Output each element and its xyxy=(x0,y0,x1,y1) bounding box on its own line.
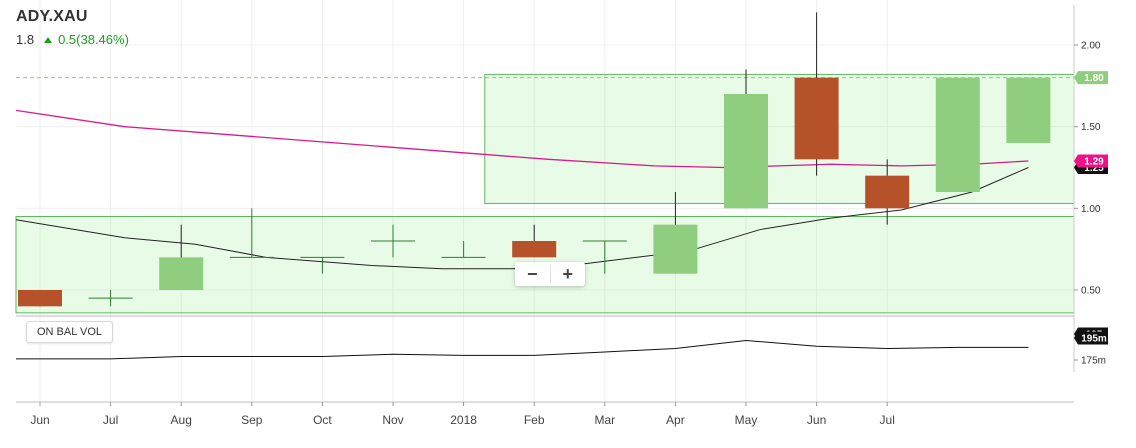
x-axis-tick-label: Oct xyxy=(313,413,332,427)
candle-body xyxy=(653,224,698,274)
x-axis-tick-label: Apr xyxy=(666,413,685,427)
price-badge-ma-black-label: 1.25 xyxy=(1084,163,1104,174)
zoom-in-button[interactable]: + xyxy=(562,263,573,284)
price-badge-ma-pink-bg xyxy=(1074,154,1108,168)
x-axis-tick-label: Jul xyxy=(880,413,895,427)
symbol-title: ADY.XAU xyxy=(16,8,88,25)
price-change: 0.5(38.46%) xyxy=(44,32,129,47)
price-badge-last-label: 1.80 xyxy=(1084,73,1104,84)
price-summary: 1.8 0.5(38.46%) xyxy=(16,32,129,47)
x-axis-tick-label: May xyxy=(735,413,758,427)
price-badge-ma-pink-label: 1.29 xyxy=(1084,156,1104,167)
y-axis-tick-label: 1.00 xyxy=(1081,204,1101,215)
study-label-obv[interactable]: ON BAL VOL xyxy=(26,321,114,343)
chart-legend: ADY.XAU 1.8 0.5(38.46%) xyxy=(16,8,129,47)
candle-body xyxy=(512,241,557,258)
x-axis-tick-label: Sep xyxy=(241,413,263,427)
zoom-divider xyxy=(549,265,551,283)
x-axis-tick-label: Jul xyxy=(103,413,118,427)
price-badge-last-bg xyxy=(1074,71,1108,85)
x-axis-tick-label: Nov xyxy=(382,413,403,427)
candle-body xyxy=(865,175,910,209)
last-price: 1.8 xyxy=(16,32,35,47)
moving-average-pink-line xyxy=(15,109,1029,169)
candle-body xyxy=(18,290,62,307)
x-axis-tick-label: Mar xyxy=(594,413,615,427)
candle-body xyxy=(159,257,204,290)
obv-axis-tick-label: 175m xyxy=(1081,356,1106,367)
x-axis-tick-label: 2018 xyxy=(450,413,477,427)
price-change-value: 0.5(38.46%) xyxy=(58,32,129,47)
x-axis-tick-label: Feb xyxy=(524,413,545,427)
zoom-out-button[interactable]: − xyxy=(526,263,538,284)
x-axis-tick-label: Jun xyxy=(30,413,49,427)
x-axis-tick-label: Aug xyxy=(171,413,192,427)
y-axis-tick-label: 2.00 xyxy=(1081,41,1101,52)
up-triangle-icon xyxy=(44,36,53,43)
zoom-control: − + xyxy=(515,262,585,286)
y-axis-tick-label: 1.50 xyxy=(1081,122,1101,133)
candle-body xyxy=(794,77,839,160)
obv-badge-label: 195m xyxy=(1081,334,1107,345)
candle-body xyxy=(935,77,980,192)
obv-line xyxy=(16,339,1029,360)
x-axis-tick-label: Jun xyxy=(807,413,826,427)
candle-body xyxy=(1006,77,1051,143)
y-axis-tick-label: 0.50 xyxy=(1081,286,1101,297)
shaded-range-box xyxy=(484,73,1075,204)
obv-badge-bg xyxy=(1074,331,1108,345)
candle-body xyxy=(724,94,768,209)
